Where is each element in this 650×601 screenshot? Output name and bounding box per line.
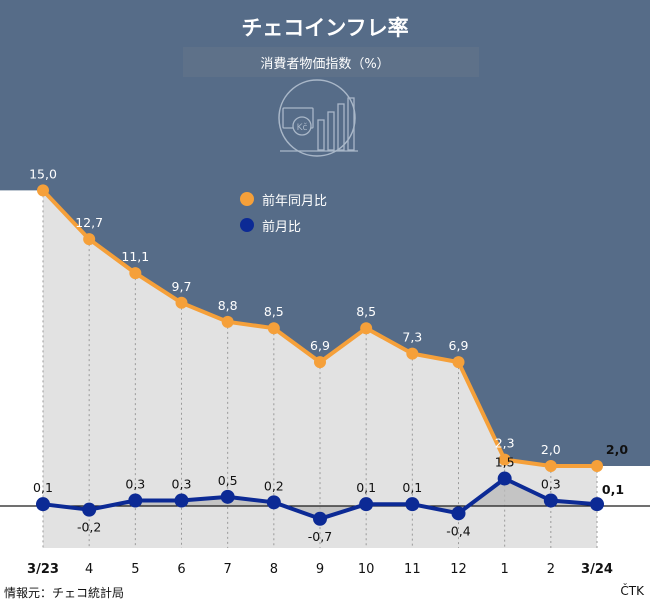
monthly-data-label: 0,3 — [172, 477, 192, 492]
x-axis-tick-label: 6 — [177, 562, 185, 577]
x-axis-tick-label: 1 — [501, 562, 509, 577]
legend-item-monthly: 前月比 — [240, 214, 301, 236]
icon-koruna-sign: Kč — [297, 122, 308, 133]
annual-data-label: 2,0 — [541, 442, 561, 457]
monthly-data-label: 0,1 — [402, 480, 422, 495]
chart-title: チェコインフレ率 — [241, 16, 409, 40]
x-axis-tick-label: 5 — [131, 562, 139, 577]
annual-data-label: 11,1 — [121, 249, 149, 264]
icon-coin — [292, 116, 312, 136]
annual-data-label: 12,7 — [75, 215, 103, 230]
annual-point — [452, 356, 465, 369]
agency-credit: ČTK — [620, 584, 644, 598]
annual-point — [175, 296, 188, 309]
monthly-point — [405, 497, 420, 512]
monthly-point — [128, 493, 143, 508]
annual-data-label: 6,9 — [449, 338, 469, 353]
legend-label-annual: 前年同月比 — [262, 193, 328, 209]
monthly-point — [451, 506, 466, 521]
x-axis-tick-label: 4 — [85, 562, 93, 577]
monthly-point — [497, 471, 512, 486]
x-axis-tick-label: 8 — [270, 562, 278, 577]
monthly-data-label: -0,4 — [446, 523, 470, 538]
monthly-data-label: 0,1 — [602, 482, 624, 497]
x-axis-tick-label: 3/23 — [27, 562, 59, 577]
monthly-data-label: 0,3 — [541, 477, 561, 492]
annual-data-label: 15,0 — [29, 166, 57, 181]
annual-data-label: 8,5 — [356, 304, 376, 319]
legend-dot-annual — [240, 192, 254, 206]
annual-point — [267, 322, 280, 335]
annual-point — [129, 267, 142, 280]
monthly-point — [220, 489, 235, 504]
legend-dot-monthly — [240, 218, 254, 232]
x-axis-tick-label: 7 — [224, 562, 232, 577]
chart-subtitle: 消費者物価指数（%） — [260, 57, 390, 72]
x-axis-tick-label: 9 — [316, 562, 324, 577]
monthly-data-label: -0,2 — [77, 520, 101, 535]
annual-point — [498, 453, 511, 466]
source-note: 情報元：チェコ統計局 — [4, 586, 125, 600]
monthly-data-label: 0,1 — [356, 480, 376, 495]
monthly-point — [359, 497, 374, 512]
annual-data-label: 8,8 — [218, 298, 238, 313]
subtitle-background — [183, 47, 479, 77]
annual-data-label: 2,3 — [495, 436, 515, 451]
monthly-data-label: 1,5 — [495, 455, 515, 470]
monthly-point — [313, 511, 327, 526]
dark-header-background — [0, 0, 650, 466]
annual-point — [544, 460, 557, 472]
annual-point — [360, 322, 373, 335]
legend: 前年同月比 前月比 — [240, 186, 430, 242]
monthly-data-label: 0,5 — [218, 473, 238, 488]
icon-circle — [278, 79, 356, 157]
annual-data-label: 6,9 — [310, 338, 330, 353]
x-axis-tick-label: 10 — [358, 562, 375, 577]
icon-bar — [347, 97, 355, 151]
monthly-data-label: 0,1 — [33, 480, 53, 495]
annual-point — [314, 356, 326, 369]
annual-point — [221, 315, 234, 328]
monthly-point — [36, 497, 50, 512]
annual-point — [406, 347, 419, 360]
annual-data-label: 8,5 — [264, 304, 284, 319]
x-axis-tick-label: 2 — [547, 562, 555, 577]
x-axis-tick-label: 11 — [404, 562, 421, 577]
monthly-point — [266, 495, 281, 510]
annual-data-label: 2,0 — [606, 442, 628, 457]
x-axis-tick-label: 3/24 — [581, 562, 613, 577]
monthly-data-label: 0,3 — [125, 477, 145, 492]
annual-point — [83, 233, 96, 246]
icon-bar — [327, 111, 335, 151]
legend-label-monthly: 前月比 — [262, 219, 302, 235]
annual-point — [37, 184, 49, 197]
koruna-coin-bar-chart-icon: Kč — [278, 79, 358, 157]
legend-item-annual: 前年同月比 — [240, 188, 327, 210]
icon-bar — [317, 119, 325, 151]
annual-point — [591, 460, 603, 472]
monthly-point — [174, 493, 189, 508]
monthly-point — [543, 493, 558, 508]
monthly-data-label: 0,2 — [264, 478, 284, 493]
monthly-point — [82, 502, 97, 517]
annual-data-label: 9,7 — [172, 279, 192, 294]
icon-bar — [337, 103, 345, 151]
x-axis-tick-label: 12 — [450, 562, 467, 577]
monthly-point — [590, 497, 604, 512]
monthly-data-label: -0,7 — [308, 529, 332, 544]
annual-data-label: 7,3 — [402, 330, 422, 345]
